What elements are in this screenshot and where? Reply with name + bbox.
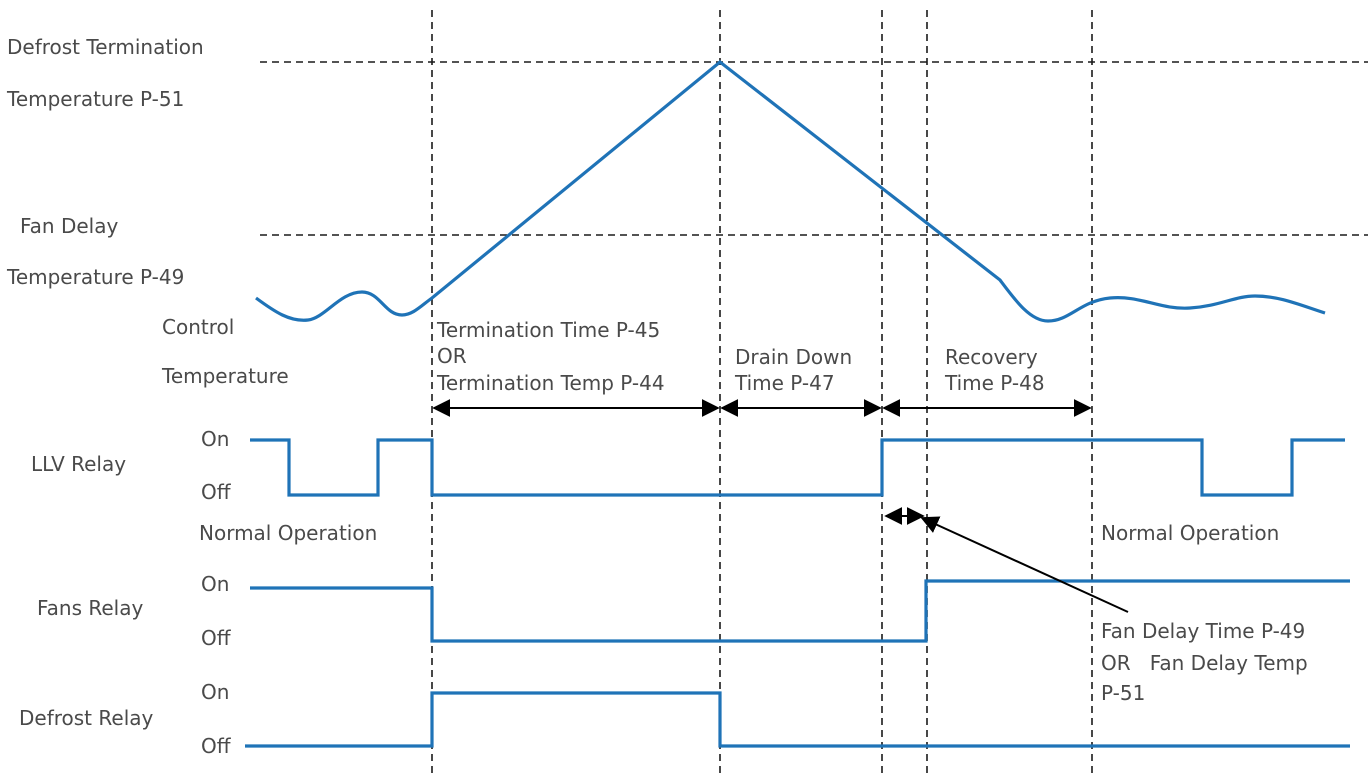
fan-delay-or-label: OR Fan Delay Temp xyxy=(1101,651,1308,675)
control-temperature-label: Control xyxy=(162,315,234,339)
llv-relay-trace xyxy=(250,438,1345,497)
vertical-guides xyxy=(431,10,1093,776)
termination-time-label: Termination Time P-45 xyxy=(436,318,660,342)
termination-temp-label: Termination Temp P-44 xyxy=(436,371,665,395)
llv-on-label: On xyxy=(201,427,229,451)
defrost-relay-trace xyxy=(245,691,1350,748)
period-arrows xyxy=(432,399,1129,613)
fan-delay-time-label: Fan Delay Time P-49 xyxy=(1101,619,1305,643)
termination-or-label: OR xyxy=(437,344,467,368)
defrost-termination-temp-label: Defrost Termination xyxy=(7,35,204,59)
recovery-param: Time P-48 xyxy=(944,371,1045,395)
normal-operation-left-label: Normal Operation xyxy=(199,521,377,545)
fans-relay-label: Fans Relay xyxy=(37,596,143,620)
control-temperature-label-line2: Temperature xyxy=(161,364,289,388)
fans-on-label: On xyxy=(201,572,229,596)
fan-delay-temp-param-label: P-51 xyxy=(1101,681,1145,705)
threshold-lines xyxy=(260,61,1368,236)
llv-relay-label: LLV Relay xyxy=(31,452,126,476)
drain-down-param: Time P-47 xyxy=(734,371,835,395)
fans-off-label: Off xyxy=(201,626,232,650)
labels: Defrost Termination Temperature P-51 Fan… xyxy=(6,35,1308,758)
fans-relay-trace xyxy=(250,579,1350,643)
defrost-termination-temp-param: Temperature P-51 xyxy=(6,87,184,111)
fan-delay-temp-param: Temperature P-49 xyxy=(6,265,184,289)
llv-off-label: Off xyxy=(201,480,232,504)
defrost-off-label: Off xyxy=(201,734,232,758)
fan-delay-pointer xyxy=(920,516,1129,613)
defrost-relay-label: Defrost Relay xyxy=(19,706,154,730)
fan-delay-temp-label: Fan Delay xyxy=(20,214,118,238)
normal-operation-right-label: Normal Operation xyxy=(1101,521,1279,545)
drain-down-label: Drain Down xyxy=(735,345,852,369)
recovery-label: Recovery xyxy=(945,345,1038,369)
defrost-on-label: On xyxy=(201,680,229,704)
control-temperature-curve xyxy=(255,59,1326,323)
